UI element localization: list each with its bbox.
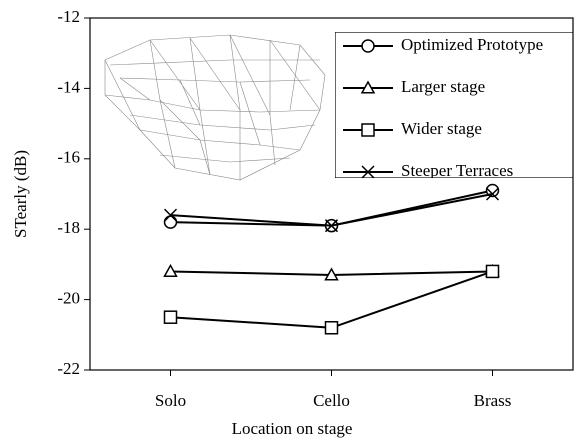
y-tick-label: -16 (57, 148, 80, 167)
legend: Optimized Prototype Larger stage Wider sta… (335, 32, 573, 180)
y-tick-label: -12 (57, 7, 80, 26)
marker (326, 322, 338, 334)
marker (362, 124, 374, 136)
chart: Location on stage STearly (dB) -22 -20 -18… (0, 0, 578, 441)
y-tick-label: -18 (57, 218, 80, 237)
y-tick-label: -22 (57, 359, 80, 378)
legend-label: Wider stage (401, 119, 482, 138)
x-tick-label: Solo (155, 391, 186, 410)
y-axis-label: STearly (dB) (11, 150, 30, 238)
legend-label: Optimized Prototype (401, 35, 543, 54)
legend-label: Steeper Terraces (401, 161, 513, 180)
y-tick-label: -20 (57, 289, 80, 308)
legend-label: Larger stage (401, 77, 485, 96)
x-tick-label: Brass (474, 391, 512, 410)
y-tick-label: -14 (57, 77, 80, 96)
marker (362, 40, 374, 52)
x-tick-label: Cello (313, 391, 350, 410)
inset-wireframe (105, 35, 325, 180)
marker (165, 216, 177, 228)
marker (165, 311, 177, 323)
x-axis-label: Location on stage (232, 419, 353, 438)
marker (487, 265, 499, 277)
